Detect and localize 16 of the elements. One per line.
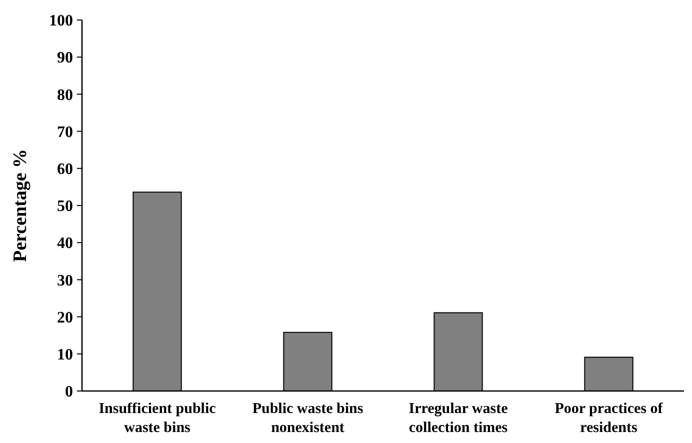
y-tick-label: 30 xyxy=(57,272,73,290)
y-tick-label: 40 xyxy=(57,235,73,252)
y-tick-label: 0 xyxy=(65,384,73,401)
y-axis-title: Percentage % xyxy=(10,148,31,262)
x-tick-label: Poor practices of residents xyxy=(554,401,664,436)
y-tick-label: 20 xyxy=(57,309,73,326)
y-tick-label: 10 xyxy=(57,346,73,364)
y-tick-label: 60 xyxy=(57,161,73,178)
y-tick-label: 70 xyxy=(57,124,73,141)
x-tick-label: Public waste bins nonexistent xyxy=(252,401,364,436)
y-tick-label: 50 xyxy=(57,198,73,216)
x-tick-label: Insufficient public waste bins xyxy=(98,401,216,436)
y-tick-label: 90 xyxy=(57,50,73,67)
y-tick-label: 80 xyxy=(57,86,73,104)
y-tick-label: 100 xyxy=(49,12,73,30)
x-tick-label: Irregular waste collection times xyxy=(408,401,508,436)
